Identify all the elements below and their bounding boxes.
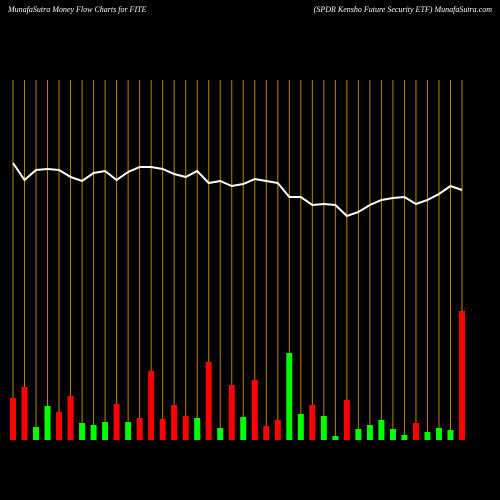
bar [401,435,408,440]
bar [412,423,419,440]
bar [205,362,212,440]
bar [102,422,109,440]
bar [332,436,339,440]
bar [125,422,132,440]
bar [79,423,86,440]
bar [274,420,281,440]
bar [136,418,143,440]
bar [424,432,431,440]
bar [33,427,40,440]
bar [343,400,350,440]
chart-subtitle: (SPDR Kensho Future Security ETF) Munafa… [314,5,493,14]
bar [320,416,327,440]
bar [56,412,63,440]
bar [217,428,224,440]
bar [251,380,258,440]
bar [378,420,385,440]
bar [240,417,247,440]
bar [90,425,97,440]
bar [355,429,362,440]
bar [182,416,189,440]
bar [21,387,28,440]
bar [435,428,442,440]
bar [389,429,396,440]
bar [297,414,304,440]
bar [44,406,51,440]
bar [148,371,155,440]
bar [159,419,166,440]
bar [309,405,316,440]
bar [67,396,74,440]
bar [459,311,465,440]
bar [228,385,235,440]
bar [171,405,178,440]
bar [10,398,16,440]
bar [194,418,201,440]
line [12,162,463,218]
chart-title: MunafaSutra Money Flow Charts for FITE [7,5,147,14]
bar [113,404,120,440]
bar [263,426,270,440]
bar [447,430,454,440]
bar [286,353,293,440]
bar [366,425,373,440]
